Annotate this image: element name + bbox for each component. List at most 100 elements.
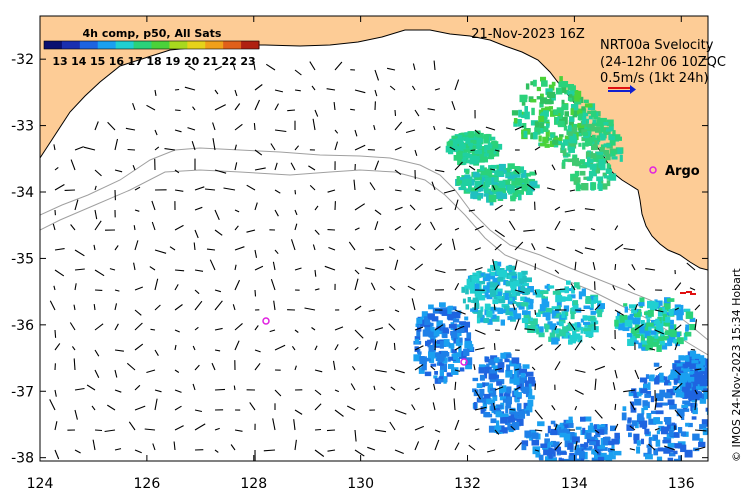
sst-pixel bbox=[584, 324, 588, 328]
sst-pixel bbox=[619, 154, 623, 162]
sst-pixel bbox=[526, 405, 533, 413]
sst-pixel bbox=[459, 355, 467, 359]
sst-pixel bbox=[623, 303, 628, 307]
sst-pixel bbox=[658, 336, 663, 344]
sst-pixel bbox=[699, 380, 708, 387]
sst-pixel bbox=[462, 298, 466, 304]
sst-pixel bbox=[515, 302, 524, 306]
sst-pixel bbox=[467, 142, 473, 147]
sst-pixel bbox=[546, 91, 555, 98]
sst-pixel bbox=[561, 311, 566, 319]
velocity-arrow bbox=[431, 181, 436, 191]
sst-pixel bbox=[635, 313, 639, 318]
velocity-arrow bbox=[214, 349, 221, 352]
sst-pixel bbox=[431, 326, 435, 332]
velocity-arrow bbox=[574, 405, 578, 411]
sst-pixel bbox=[572, 436, 580, 443]
sst-pixel bbox=[674, 370, 678, 379]
sst-pixel bbox=[563, 305, 570, 312]
sst-pixel bbox=[490, 314, 497, 319]
sst-pixel bbox=[457, 328, 465, 334]
sst-pixel bbox=[477, 270, 482, 277]
colorbar-tick-label: 13 bbox=[52, 55, 67, 68]
sst-pixel bbox=[487, 268, 492, 273]
sst-pixel bbox=[675, 375, 680, 381]
sst-pixel bbox=[584, 127, 592, 135]
velocity-arrow bbox=[294, 267, 302, 271]
sst-pixel bbox=[654, 331, 659, 339]
sst-pixel bbox=[499, 193, 508, 200]
sst-pixel bbox=[613, 450, 622, 456]
velocity-arrow bbox=[694, 368, 702, 371]
sst-pixel bbox=[495, 261, 502, 267]
velocity-arrow bbox=[451, 101, 456, 111]
sst-pixel bbox=[684, 308, 691, 313]
velocity-arrow bbox=[411, 298, 416, 311]
sst-pixel bbox=[703, 391, 708, 400]
sst-pixel bbox=[591, 134, 596, 142]
sst-pixel bbox=[483, 153, 490, 157]
sst-pixel bbox=[545, 324, 552, 330]
sst-pixel bbox=[544, 296, 549, 300]
velocity-arrow bbox=[614, 309, 624, 316]
velocity-arrow bbox=[174, 405, 182, 411]
sst-pixel bbox=[518, 363, 522, 368]
velocity-arrow bbox=[74, 449, 81, 454]
velocity-arrow bbox=[614, 225, 619, 231]
velocity-label-line2: (24-12hr 06 10ZQC bbox=[600, 55, 726, 70]
velocity-arrow bbox=[232, 304, 236, 311]
sst-pixel bbox=[691, 416, 697, 420]
sst-pixel bbox=[500, 352, 508, 359]
velocity-arrow bbox=[334, 61, 343, 71]
velocity-arrow bbox=[534, 169, 537, 175]
sst-pixel bbox=[650, 395, 654, 403]
velocity-arrow bbox=[74, 249, 85, 257]
velocity-arrow bbox=[54, 329, 57, 338]
sst-pixel bbox=[539, 122, 545, 129]
velocity-arrow bbox=[234, 322, 243, 331]
velocity-arrow bbox=[407, 285, 416, 291]
velocity-arrow bbox=[254, 362, 261, 371]
velocity-arrow bbox=[514, 125, 524, 131]
sst-pixel bbox=[492, 299, 499, 305]
sst-pixel bbox=[686, 291, 692, 293]
sst-pixel bbox=[487, 304, 491, 311]
velocity-arrow bbox=[270, 279, 276, 291]
sst-pixel bbox=[699, 424, 707, 430]
sst-pixel bbox=[544, 438, 550, 444]
sst-pixel bbox=[566, 463, 572, 469]
colorbar-tick-label: 16 bbox=[109, 55, 125, 68]
velocity-arrow bbox=[554, 288, 566, 291]
sst-pixel bbox=[640, 388, 648, 394]
sst-pixel bbox=[438, 377, 443, 383]
sst-pixel bbox=[497, 170, 504, 177]
velocity-arrow bbox=[194, 269, 204, 272]
sst-pixel bbox=[502, 398, 511, 403]
sst-pixel bbox=[539, 102, 544, 108]
sst-pixel bbox=[699, 359, 706, 365]
sst-pixel bbox=[490, 418, 497, 424]
velocity-arrow bbox=[350, 383, 356, 391]
sst-pixel bbox=[524, 106, 529, 114]
velocity-arrow bbox=[54, 343, 61, 351]
velocity-arrow bbox=[254, 99, 261, 111]
sst-pixel bbox=[690, 293, 696, 295]
sst-pixel bbox=[541, 80, 548, 87]
sst-pixel bbox=[488, 425, 497, 433]
sst-pixel bbox=[591, 457, 599, 461]
sst-pixel bbox=[681, 404, 689, 409]
velocity-arrow bbox=[412, 63, 416, 71]
velocity-arrow bbox=[94, 220, 102, 231]
sst-pixel bbox=[627, 417, 632, 423]
sst-pixel bbox=[548, 84, 555, 91]
velocity-arrow bbox=[468, 209, 476, 212]
velocity-arrow bbox=[253, 123, 256, 131]
sst-pixel bbox=[659, 389, 666, 398]
sst-pixel bbox=[530, 120, 538, 126]
sst-pixel bbox=[509, 297, 513, 302]
sst-pixel bbox=[530, 81, 534, 86]
sst-pixel bbox=[582, 427, 586, 435]
sst-pixel bbox=[550, 134, 554, 138]
velocity-arrow bbox=[233, 385, 236, 391]
sst-pixel bbox=[568, 288, 572, 292]
